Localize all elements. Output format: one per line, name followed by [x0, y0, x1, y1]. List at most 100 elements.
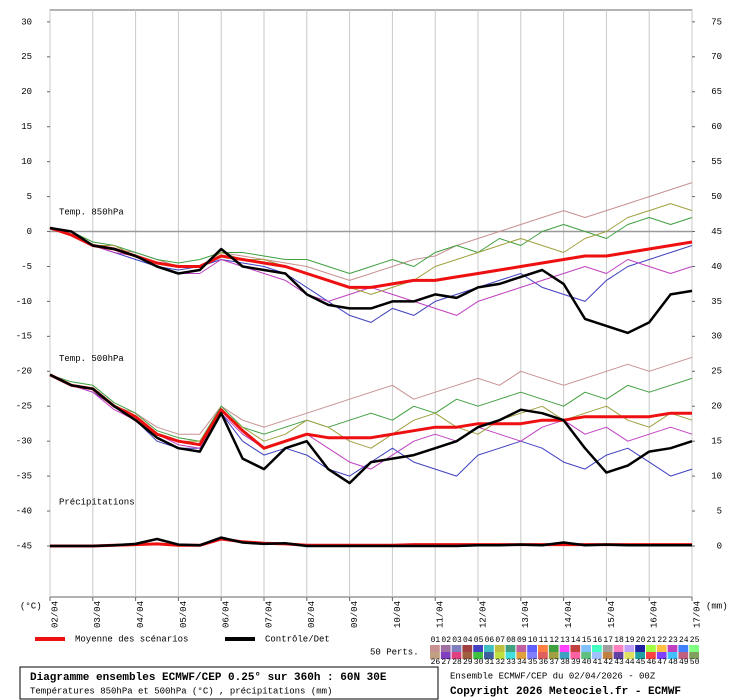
- plot-frame: [49, 9, 693, 598]
- perturbation-swatch: [494, 652, 505, 659]
- perturbation-label: 25: [690, 636, 700, 645]
- perturbation-swatch: [462, 645, 473, 652]
- x-tick-label: 05/04: [179, 601, 189, 628]
- y-tick-label: -35: [16, 471, 32, 481]
- perturbation-label: 41: [593, 658, 603, 667]
- perturbation-label: 35: [528, 658, 538, 667]
- perturbation-swatch: [602, 652, 613, 659]
- perturbation-swatch: [602, 645, 613, 652]
- run-info: Ensemble ECMWF/CEP du 02/04/2026 - 00Z: [450, 671, 656, 681]
- y2-tick-label: 30: [711, 332, 722, 342]
- perturbation-label: 08: [506, 636, 516, 645]
- perturbation-swatch: [559, 652, 570, 659]
- perturbation-swatch: [494, 645, 505, 652]
- y-tick-label: -45: [16, 541, 32, 551]
- perturbation-label: 14: [571, 636, 581, 645]
- perturbation-label: 26: [431, 658, 441, 667]
- perturbation-swatch: [667, 645, 678, 652]
- perturbation-swatch: [484, 645, 494, 652]
- y2-tick-label: 15: [711, 437, 722, 447]
- perturbation-swatch: [689, 645, 699, 652]
- perturbation-swatch: [678, 652, 689, 659]
- y2-tick-label: 10: [711, 471, 722, 481]
- perturbation-swatch: [667, 652, 678, 659]
- y-tick-label: -10: [16, 297, 32, 307]
- series-line: [49, 374, 693, 442]
- perturbation-swatch: [581, 652, 591, 659]
- perturbation-swatch: [430, 652, 440, 659]
- perturbation-label: 40: [582, 658, 592, 667]
- x-tick-label: 07/04: [264, 601, 274, 628]
- y-tick-label: 30: [21, 17, 32, 27]
- perturbation-label: 04: [463, 636, 473, 645]
- perturbation-label: 05: [474, 636, 484, 645]
- chart-title: Diagramme ensembles ECMWF/CEP 0.25° sur …: [30, 672, 387, 684]
- perturbation-swatch: [689, 652, 699, 659]
- perturbation-label: 19: [625, 636, 635, 645]
- perturbation-swatch: [505, 645, 516, 652]
- y2-tick-label: 35: [711, 297, 722, 307]
- perturbation-label: 46: [647, 658, 657, 667]
- y-tick-label: -40: [16, 506, 32, 516]
- perturbation-swatch: [430, 645, 440, 652]
- perturbation-label: 03: [452, 636, 462, 645]
- x-tick-label: 03/04: [93, 601, 103, 628]
- perturbation-label: 20: [636, 636, 646, 645]
- perturbation-label: 13: [560, 636, 570, 645]
- perturbation-swatch: [678, 645, 689, 652]
- perturbation-swatch: [613, 645, 624, 652]
- y2-tick-label: 65: [711, 87, 722, 97]
- perturbation-label: 48: [668, 658, 678, 667]
- y2-tick-label: 25: [711, 367, 722, 377]
- perturbation-label: 23: [668, 636, 678, 645]
- y2-tick-label: 40: [711, 262, 722, 272]
- perturbation-swatch: [624, 652, 635, 659]
- series-line: [49, 356, 693, 435]
- perturbation-label: 50: [690, 658, 700, 667]
- legend-label: Contrôle/Det: [265, 634, 330, 644]
- perturbation-label: 37: [549, 658, 559, 667]
- perturbation-swatch: [570, 652, 581, 659]
- y2-tick-label: 60: [711, 122, 722, 132]
- perturbation-swatch: [559, 645, 570, 652]
- perturbation-label: 45: [636, 658, 646, 667]
- perturbation-swatch: [516, 645, 527, 652]
- perturbation-count: 50 Perts.: [370, 647, 419, 657]
- perturbation-swatch: [635, 645, 645, 652]
- perturbation-label: 28: [452, 658, 462, 667]
- chart-subtitle: Températures 850hPa et 500hPa (°C) , pré…: [30, 686, 332, 696]
- perturbation-swatch: [473, 652, 483, 659]
- perturbation-label: 49: [679, 658, 689, 667]
- perturbation-swatch: [451, 645, 462, 652]
- perturbation-label: 06: [485, 636, 495, 645]
- perturbation-label: 47: [657, 658, 667, 667]
- perturbation-label: 18: [614, 636, 624, 645]
- perturbation-swatch: [505, 652, 516, 659]
- x-tick-label: 13/04: [521, 601, 531, 628]
- perturbation-label: 30: [474, 658, 484, 667]
- perturbation-swatch: [527, 652, 537, 659]
- perturbation-label: 33: [506, 658, 516, 667]
- y-tick-label: 5: [27, 192, 32, 202]
- y-tick-label: -20: [16, 367, 32, 377]
- y2-tick-label: 50: [711, 192, 722, 202]
- perturbation-swatch: [548, 645, 559, 652]
- perturbation-label: 02: [441, 636, 451, 645]
- y2-tick-label: 75: [711, 17, 722, 27]
- y2-tick-label: 0: [717, 541, 722, 551]
- x-tick-label: 16/04: [650, 601, 660, 628]
- perturbation-swatch: [646, 645, 656, 652]
- perturbation-label: 44: [625, 658, 635, 667]
- perturbation-label: 21: [647, 636, 657, 645]
- perturbation-swatch: [570, 645, 581, 652]
- perturbation-swatch: [624, 645, 635, 652]
- perturbation-label: 32: [495, 658, 505, 667]
- x-tick-label: 11/04: [436, 601, 446, 628]
- perturbation-swatch: [538, 652, 548, 659]
- y2-axis-label: (mm): [706, 601, 728, 611]
- perturbation-label: 42: [603, 658, 613, 667]
- perturbation-swatch: [440, 645, 451, 652]
- perturbation-label: 09: [517, 636, 527, 645]
- y2-tick-label: 45: [711, 227, 722, 237]
